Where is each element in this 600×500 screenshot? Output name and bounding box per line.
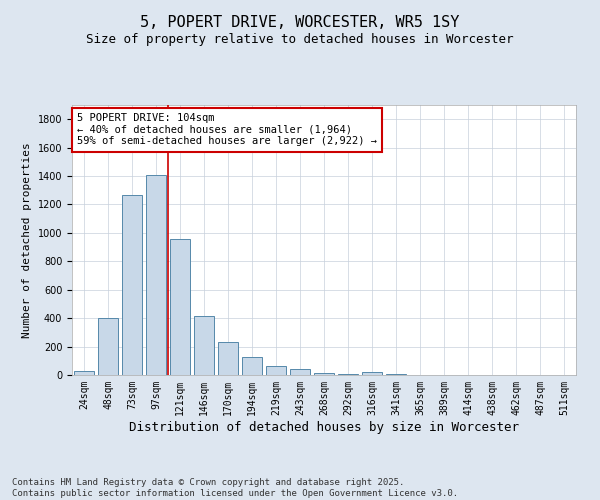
Text: Size of property relative to detached houses in Worcester: Size of property relative to detached ho… [86,32,514,46]
Text: Contains HM Land Registry data © Crown copyright and database right 2025.
Contai: Contains HM Land Registry data © Crown c… [12,478,458,498]
X-axis label: Distribution of detached houses by size in Worcester: Distribution of detached houses by size … [129,420,519,434]
Bar [266,366,286,375]
Bar [194,316,214,375]
Bar [314,373,334,375]
Text: 5 POPERT DRIVE: 104sqm
← 40% of detached houses are smaller (1,964)
59% of semi-: 5 POPERT DRIVE: 104sqm ← 40% of detached… [77,113,377,146]
Bar [290,370,310,375]
Bar [122,195,142,375]
Bar [170,238,190,375]
Bar [338,374,358,375]
Y-axis label: Number of detached properties: Number of detached properties [22,142,32,338]
Bar [218,342,238,375]
Bar [146,176,166,375]
Bar [362,372,382,375]
Text: 5, POPERT DRIVE, WORCESTER, WR5 1SY: 5, POPERT DRIVE, WORCESTER, WR5 1SY [140,15,460,30]
Bar [386,374,406,375]
Bar [98,318,118,375]
Bar [242,357,262,375]
Bar [74,372,94,375]
